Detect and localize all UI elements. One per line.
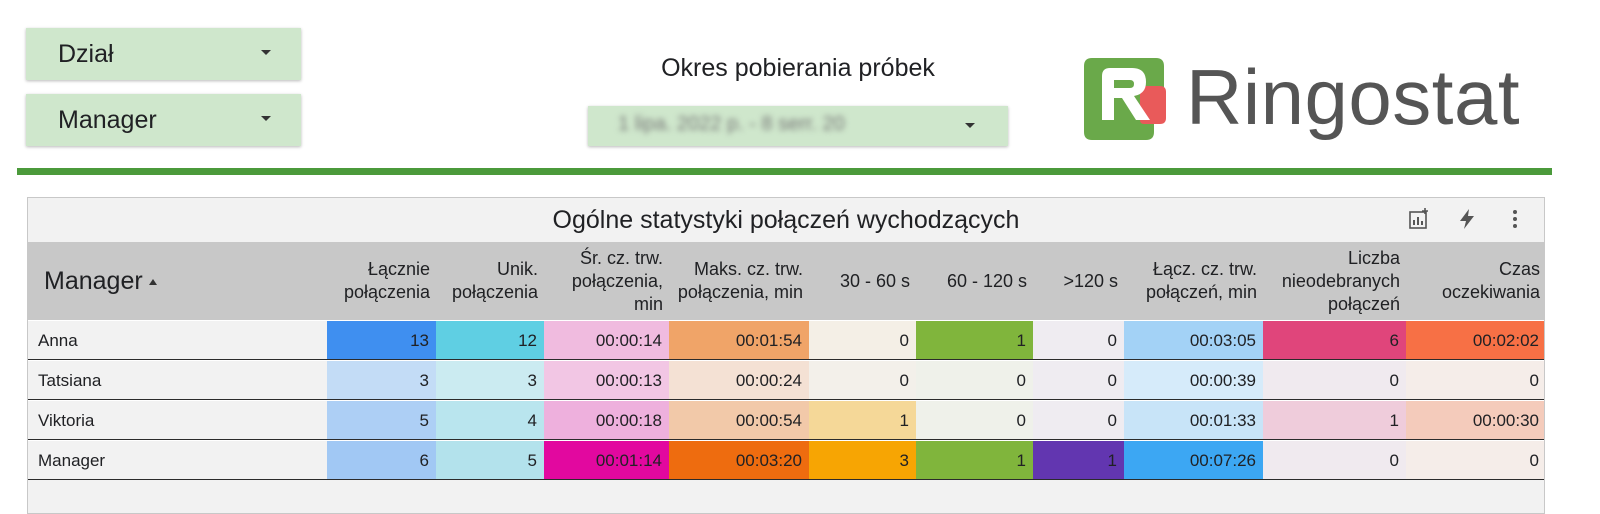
date-range-value: 1 lipa. 2022 p. - 8 serr. 20 (618, 113, 845, 135)
chart-explore-icon[interactable] (1408, 206, 1430, 232)
table-cell: 1 (809, 401, 916, 440)
table-cell: 0 (1406, 441, 1544, 480)
table-cell: 1 (916, 321, 1033, 360)
column-header-label: Łącz. cz. trw. połączeń, min (1145, 259, 1257, 302)
table-cell: 00:03:05 (1124, 321, 1263, 360)
table-cell: 00:00:30 (1406, 401, 1544, 440)
table-cell: 00:01:54 (669, 321, 809, 360)
table-cell: 5 (327, 401, 436, 440)
table-cell: 0 (916, 361, 1033, 400)
column-header-4[interactable]: Śr. cz. trw. połączenia, min (544, 242, 669, 320)
chevron-down-icon (965, 123, 975, 128)
table-cell: 0 (1263, 361, 1406, 400)
manager-filter-dropdown[interactable]: Manager (26, 94, 301, 146)
table-cell: 3 (436, 361, 544, 400)
table-cell: 00:00:39 (1124, 361, 1263, 400)
table-cell: 00:00:13 (544, 361, 669, 400)
department-filter-label: Dział (58, 39, 114, 68)
table-cell: 0 (1263, 441, 1406, 480)
table-cell: 00:00:54 (669, 401, 809, 440)
manager-name-cell: Anna (28, 321, 327, 360)
column-header-label: Maks. cz. trw. połączenia, min (677, 259, 803, 302)
date-range-selector[interactable]: 1 lipa. 2022 p. - 8 serr. 20 (588, 106, 1008, 146)
table-cell: 00:07:26 (1124, 441, 1263, 480)
table-cell: 00:00:24 (669, 361, 809, 400)
table-cell: 4 (436, 401, 544, 440)
period-label: Okres pobierania próbek (661, 54, 935, 82)
chevron-down-icon (261, 50, 271, 55)
table-cell: 0 (809, 321, 916, 360)
table-cell: 00:00:18 (544, 401, 669, 440)
column-header-label: 30 - 60 s (839, 270, 910, 291)
table-cell: 5 (436, 441, 544, 480)
table-title: Ogólne statystyki połączeń wychodzących (28, 198, 1544, 242)
column-header-label: Łącznie połączenia (343, 259, 430, 302)
table-cell: 13 (327, 321, 436, 360)
table-cell: 00:02:02 (1406, 321, 1544, 360)
table-toolbar (1408, 206, 1526, 232)
manager-filter-label: Manager (58, 105, 157, 134)
table-cell: 0 (1033, 361, 1124, 400)
department-filter-dropdown[interactable]: Dział (26, 28, 301, 80)
table-cell: 6 (327, 441, 436, 480)
lightning-icon[interactable] (1456, 206, 1478, 232)
header-divider (17, 168, 1552, 175)
column-header-label: >120 s (1063, 270, 1118, 291)
table-cell: 1 (916, 441, 1033, 480)
table-cell: 00:03:20 (669, 441, 809, 480)
ringostat-wordmark: Ringostat (1186, 53, 1521, 141)
column-header-label: 60 - 120 s (946, 270, 1027, 291)
column-header-label: Liczba nieodebranych połączeń (1281, 247, 1400, 314)
table-row[interactable]: Manager 6 5 00:01:14 00:03:20 3 1 1 00:07:26 0 0 (28, 440, 1544, 480)
column-header-label: Unik. połączenia (451, 259, 538, 302)
table-cell: 1 (1033, 441, 1124, 480)
row-divider (28, 399, 1544, 400)
manager-name-cell: Manager (28, 441, 327, 480)
column-header-8[interactable]: >120 s (1033, 242, 1124, 320)
table-cell: 1 (1263, 401, 1406, 440)
column-header-9[interactable]: Łącz. cz. trw. połączeń, min (1124, 242, 1263, 320)
outgoing-calls-stats-table: Ogólne statystyki połączeń wychodzących … (27, 197, 1545, 514)
table-cell: 0 (916, 401, 1033, 440)
table-cell: 0 (809, 361, 916, 400)
table-cell: 00:01:33 (1124, 401, 1263, 440)
chevron-down-icon (261, 116, 271, 121)
more-vert-icon[interactable] (1504, 206, 1526, 232)
table-cell: 6 (1263, 321, 1406, 360)
table-row[interactable]: Viktoria 5 4 00:00:18 00:00:54 1 0 0 00:01:33 1 00… (28, 400, 1544, 440)
column-header-6[interactable]: 30 - 60 s (809, 242, 916, 320)
column-header-label: Czas oczekiwania (1441, 259, 1540, 302)
row-divider (28, 359, 1544, 360)
table-cell: 3 (809, 441, 916, 480)
table-cell: 0 (1033, 401, 1124, 440)
table-cell: 00:01:14 (544, 441, 669, 480)
ringostat-logo-icon (1084, 58, 1166, 140)
row-divider (28, 439, 1544, 440)
column-header-7[interactable]: 60 - 120 s (916, 242, 1033, 320)
column-header-1[interactable]: Manager (28, 242, 327, 320)
manager-name-cell: Viktoria (28, 401, 327, 440)
table-cell: 00:00:14 (544, 321, 669, 360)
row-divider (28, 479, 1544, 480)
table-cell: 0 (1033, 321, 1124, 360)
table-row[interactable]: Tatsiana 3 3 00:00:13 00:00:24 0 0 0 00:00:39 0 0 (28, 360, 1544, 400)
column-header-2[interactable]: Łącznie połączenia (327, 242, 436, 320)
table-row[interactable]: Anna 13 12 00:00:14 00:01:54 0 1 0 00:03:05 6 00:0… (28, 320, 1544, 360)
table-cell: 0 (1406, 361, 1544, 400)
table-cell: 12 (436, 321, 544, 360)
sort-ascending-icon (148, 279, 157, 285)
column-header-3[interactable]: Unik. połączenia (436, 242, 544, 320)
column-header-5[interactable]: Maks. cz. trw. połączenia, min (669, 242, 809, 320)
table-header-row: Manager Łącznie połączenia Unik. połączeni… (28, 242, 1544, 320)
column-header-11[interactable]: Czas oczekiwania (1406, 242, 1544, 320)
column-header-label: Śr. cz. trw. połączenia, min (571, 247, 663, 314)
table-cell: 3 (327, 361, 436, 400)
manager-name-cell: Tatsiana (28, 361, 327, 400)
ringostat-logo (1080, 50, 1550, 145)
column-header-label: Manager (44, 266, 143, 295)
column-header-10[interactable]: Liczba nieodebranych połączeń (1263, 242, 1406, 320)
